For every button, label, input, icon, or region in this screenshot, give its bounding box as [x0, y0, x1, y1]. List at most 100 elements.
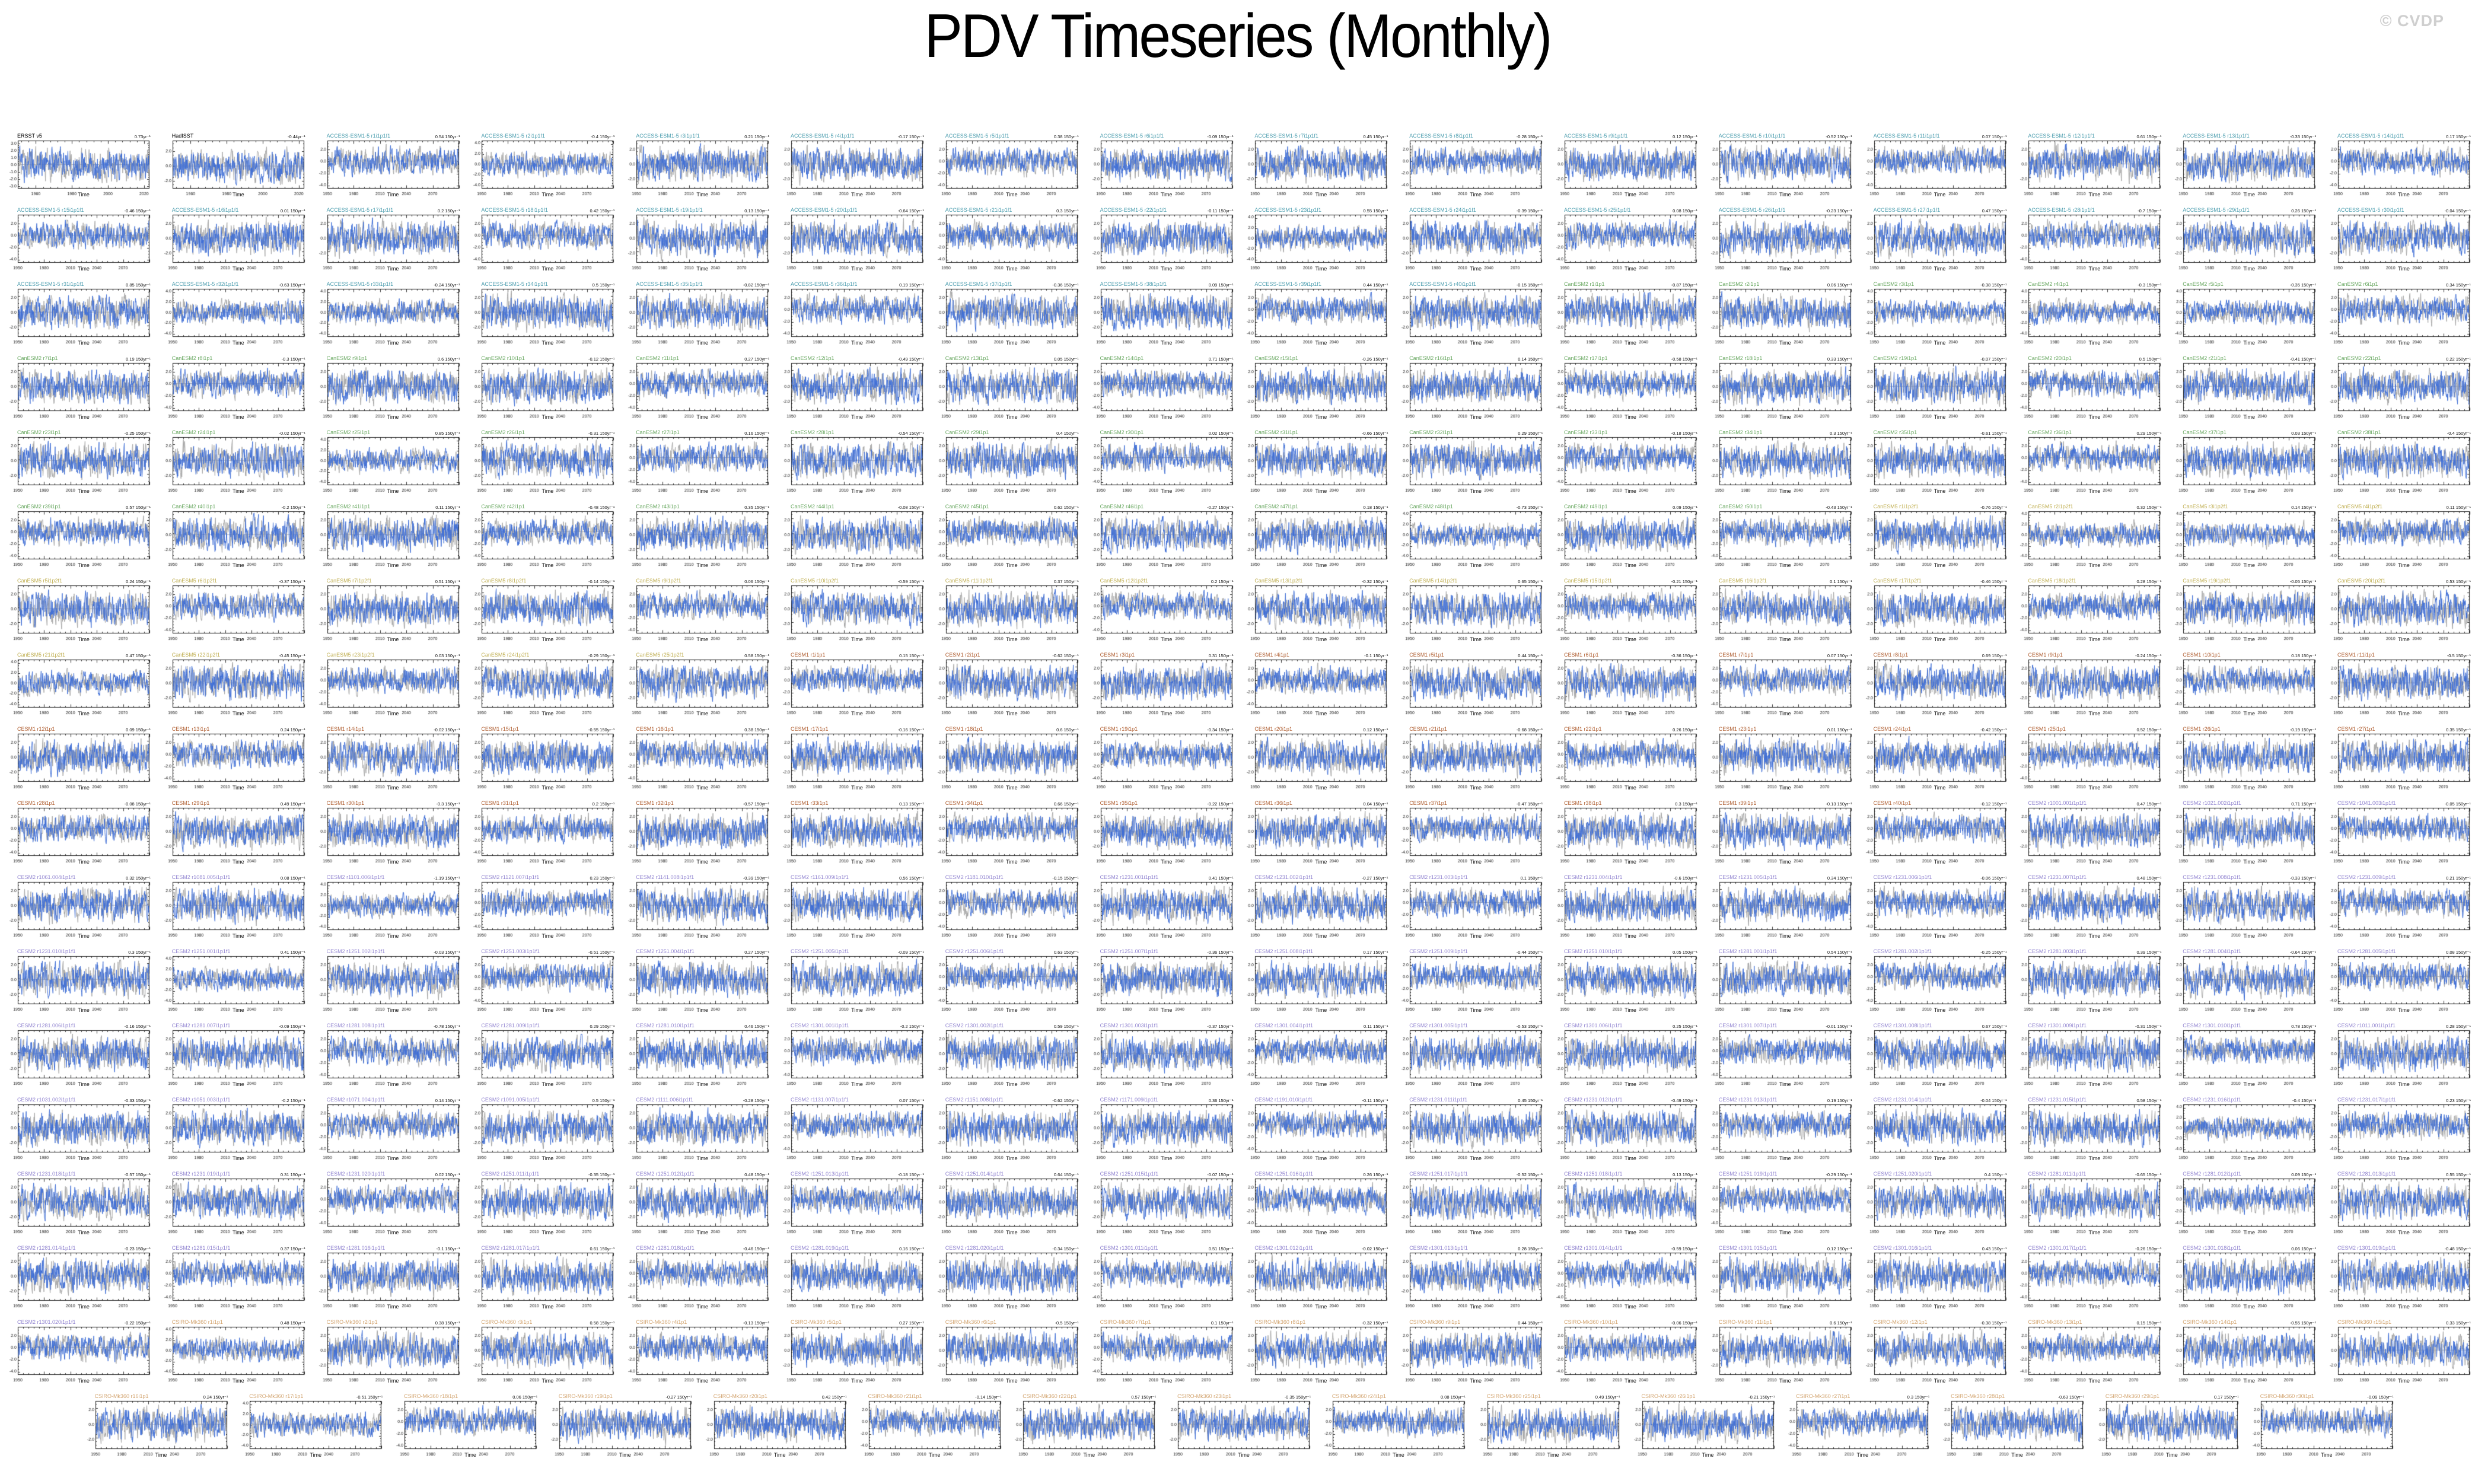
- panel-title: CSIRO-Mk360 r1i1p1: [171, 1319, 223, 1325]
- panel-title: CESM1 r22i1p1: [1564, 726, 1602, 732]
- panel-title: CESM2 r1301.015i1p1f1: [1718, 1245, 1778, 1251]
- time-axis-label: Time: [773, 1452, 786, 1458]
- panel-title: CESM2 r1281.011i1p1f1: [2028, 1171, 2087, 1177]
- timeseries-panel: CanESM2 r30i1p1 0.02 150yr⁻¹ Time: [1082, 429, 1238, 503]
- panel-trend-value: 0.29 150yr⁻¹: [590, 1024, 615, 1029]
- timeseries-panel: ACCESS-ESM1-5 r22i1p1f1 -0.11 150yr⁻¹ Time: [1082, 206, 1238, 281]
- panel-title: CanESM2 r39i1p1: [17, 504, 61, 509]
- timeseries-panel: ACCESS-ESM1-5 r16i1p1f1 0.01 150yr⁻¹ Time: [154, 206, 310, 281]
- timeseries-plot-canvas: [1547, 1177, 1700, 1235]
- panel-trend-value: 0.1 150yr⁻¹: [1830, 579, 1852, 584]
- timeseries-panel: CESM1 r15i1p1 -0.55 150yr⁻¹ Time: [464, 725, 619, 800]
- timeseries-panel: CESM2 r1231.015i1p1f1 0.58 150yr⁻¹ Time: [2011, 1096, 2165, 1170]
- time-axis-label: Time: [387, 933, 399, 939]
- panel-title: CESM2 r1301.009i1p1f1: [2028, 1023, 2087, 1028]
- timeseries-panel: CanESM2 r18i1p1 0.33 150yr⁻¹ Time: [1701, 355, 1856, 429]
- timeseries-plot-canvas: [0, 139, 153, 198]
- time-axis-label: Time: [1470, 562, 1482, 568]
- panel-trend-value: -0.12 150yr⁻¹: [1980, 801, 2007, 807]
- timeseries-plot-canvas: [1856, 733, 2009, 791]
- panel-title: CSIRO-Mk360 r20i1p1: [713, 1393, 767, 1399]
- time-axis-label: Time: [1315, 562, 1327, 568]
- panel-trend-value: 0.6 150yr⁻¹: [1830, 1320, 1852, 1326]
- time-axis-label: Time: [2088, 1230, 2101, 1235]
- timeseries-plot-canvas: [2320, 362, 2473, 420]
- time-axis-label: Time: [2243, 562, 2256, 568]
- panel-trend-value: 0.25 150yr⁻¹: [1673, 1024, 1697, 1029]
- panel-trend-value: 0.27 150yr⁻¹: [744, 356, 770, 362]
- timeseries-panel: CSIRO-Mk360 r14i1p1 -0.55 150yr⁻¹ Time: [2165, 1319, 2320, 1393]
- panel-title: ACCESS-ESM1-5 r17i1p1f1: [326, 207, 394, 213]
- panel-title: CESM1 r27i1p1: [2337, 726, 2375, 732]
- timeseries-plot-canvas: [1856, 658, 2009, 716]
- panel-trend-value: -0.62 150yr⁻¹: [1052, 1098, 1079, 1103]
- time-axis-label: Time: [1005, 859, 1018, 865]
- time-axis-label: Time: [1779, 1230, 1791, 1235]
- panel-title: CESM2 r1301.003i1p1f1: [1100, 1023, 1159, 1028]
- timeseries-panel: CESM1 r35i1p1 -0.22 150yr⁻¹ Time: [1082, 800, 1238, 874]
- time-axis-label: Time: [387, 711, 399, 716]
- timeseries-panel: CSIRO-Mk360 r23i1p1 -0.35 150yr⁻¹ Time: [1160, 1393, 1315, 1467]
- timeseries-panel: ACCESS-ESM1-5 r3i1p1f1 0.21 150yr⁻¹ Time: [619, 132, 773, 206]
- panel-trend-value: -0.28 150yr⁻¹: [743, 1098, 770, 1103]
- timeseries-panel: ACCESS-ESM1-5 r29i1p1f1 0.26 150yr⁻¹ Time: [2165, 206, 2320, 281]
- panel-trend-value: -0.78 150yr⁻¹: [434, 1024, 460, 1029]
- time-axis-label: Time: [2088, 785, 2101, 791]
- timeseries-plot-canvas: [2011, 1251, 2164, 1310]
- timeseries-panel: CSIRO-Mk360 r13i1p1 0.15 150yr⁻¹ Time: [2011, 1319, 2165, 1393]
- timeseries-panel: CSIRO-Mk360 r4i1p1 -0.13 150yr⁻¹ Time: [619, 1319, 773, 1393]
- time-axis-label: Time: [851, 785, 863, 791]
- timeseries-plot-canvas: [773, 436, 926, 494]
- timeseries-panel: CSIRO-Mk360 r10i1p1 -0.06 150yr⁻¹ Time: [1547, 1319, 1702, 1393]
- timeseries-panel: ACCESS-ESM1-5 r20i1p1f1 -0.64 150yr⁻¹ Time: [773, 206, 928, 281]
- timeseries-plot-canvas: [2011, 658, 2164, 716]
- time-axis-label: Time: [1547, 1452, 1559, 1458]
- time-axis-label: Time: [1934, 859, 1946, 865]
- time-axis-label: Time: [2243, 1230, 2256, 1235]
- panel-title: CanESM2 r10i1p1: [481, 355, 525, 361]
- panel-trend-value: 0.34 150yr⁻¹: [2446, 282, 2471, 288]
- time-axis-label: Time: [78, 488, 90, 494]
- panel-title: CESM2 r1251.002i1p1f1: [326, 948, 386, 954]
- panel-trend-value: -0.68 150yr⁻¹: [1516, 727, 1543, 733]
- panel-trend-value: -0.33 150yr⁻¹: [124, 1098, 151, 1103]
- timeseries-plot-canvas: [154, 955, 308, 1013]
- timeseries-panel: CESM1 r39i1p1 -0.13 150yr⁻¹ Time: [1701, 800, 1856, 874]
- panel-trend-value: -0.06 150yr⁻¹: [1980, 875, 2007, 881]
- timeseries-panel: CanESM2 r36i1p1 0.29 150yr⁻¹ Time: [2011, 429, 2165, 503]
- time-axis-label: Time: [1160, 1007, 1173, 1013]
- time-axis-label: Time: [1934, 562, 1946, 568]
- timeseries-plot-canvas: [1934, 1400, 2087, 1458]
- panel-title: CESM2 r1231.019i1p1f1: [171, 1171, 231, 1177]
- time-axis-label: Time: [2088, 1304, 2101, 1310]
- panel-trend-value: 0.55 150yr⁻¹: [2446, 1172, 2471, 1177]
- time-axis-label: Time: [232, 1230, 244, 1235]
- time-axis-label: Time: [1160, 1378, 1173, 1384]
- time-axis-label: Time: [232, 562, 244, 568]
- timeseries-plot-canvas: [309, 436, 463, 494]
- panel-title: CESM2 r1281.014i1p1f1: [17, 1245, 76, 1251]
- time-axis-label: Time: [541, 1378, 554, 1384]
- time-axis-label: Time: [1470, 414, 1482, 420]
- timeseries-plot-canvas: [619, 139, 772, 198]
- panel-title: CSIRO-Mk360 r11i1p1: [1718, 1319, 1773, 1325]
- timeseries-panel: CanESM2 r34i1p1 0.3 150yr⁻¹ Time: [1701, 429, 1856, 503]
- time-axis-label: Time: [1934, 192, 1946, 198]
- timeseries-plot-canvas: [619, 1251, 772, 1310]
- time-axis-label: Time: [696, 711, 709, 716]
- time-axis-label: Time: [155, 1452, 167, 1458]
- time-axis-label: Time: [1005, 1155, 1018, 1161]
- timeseries-plot-canvas: [1779, 1400, 1932, 1458]
- panel-title: CESM2 r1231.004i1p1f1: [1564, 874, 1623, 880]
- panel-trend-value: 0.05 150yr⁻¹: [1673, 950, 1697, 955]
- time-axis-label: Time: [1779, 1304, 1791, 1310]
- timeseries-plot-canvas: [0, 658, 153, 716]
- time-axis-label: Time: [78, 192, 90, 198]
- timeseries-plot-canvas: [1856, 881, 2009, 939]
- time-axis-label: Time: [1624, 859, 1636, 865]
- panel-title: CSIRO-Mk360 r6i1p1: [945, 1319, 996, 1325]
- timeseries-plot-canvas: [464, 1103, 617, 1161]
- time-axis-label: Time: [2088, 1007, 2101, 1013]
- timeseries-plot-canvas: [1237, 807, 1391, 865]
- panel-title: ACCESS-ESM1-5 r32i1p1f1: [171, 281, 239, 287]
